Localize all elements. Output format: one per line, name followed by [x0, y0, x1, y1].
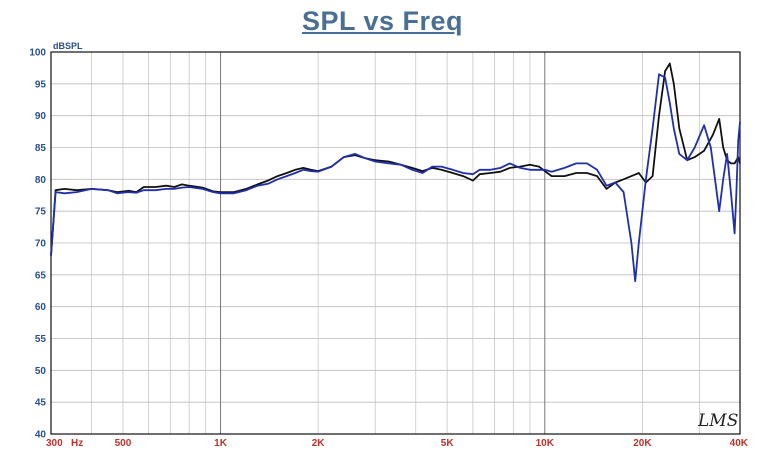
x-tick-label: 500	[115, 438, 132, 449]
x-tick-label: 300	[46, 438, 63, 449]
x-tick-labels: 300 500 1K 2K 5K 10K 20K 40K	[46, 438, 749, 449]
chart-title: SPL vs Freq	[301, 6, 464, 36]
y-tick-labels: 100 95 90 85 80 75 70 65 60 55 50 45 40	[29, 48, 46, 441]
x-axis-unit-label: Hz	[71, 438, 83, 449]
y-tick-label: 40	[35, 430, 47, 441]
y-tick-label: 90	[35, 111, 47, 122]
y-tick-label: 100	[29, 48, 46, 59]
minor-gridlines	[51, 52, 740, 434]
major-gridlines	[220, 52, 546, 434]
lms-watermark: LMS	[697, 411, 738, 431]
y-tick-label: 85	[35, 143, 47, 154]
series-line-2	[50, 73, 741, 283]
y-tick-label: 70	[35, 239, 47, 250]
y-tick-label: 95	[35, 79, 47, 90]
series-line-1	[50, 62, 741, 256]
x-tick-label: 1K	[214, 438, 228, 449]
y-tick-label: 50	[35, 366, 47, 377]
y-tick-label: 80	[35, 175, 47, 186]
y-tick-label: 65	[35, 270, 47, 281]
y-axis-unit-label: dBSPL	[53, 41, 83, 51]
y-tick-label: 60	[35, 302, 47, 313]
x-tick-label: 5K	[441, 438, 455, 449]
y-tick-label: 55	[35, 334, 47, 345]
y-tick-label: 45	[35, 398, 47, 409]
y-tick-label: 75	[35, 207, 47, 218]
series-lines	[50, 62, 741, 283]
x-tick-label: 40K	[730, 438, 749, 449]
x-tick-label: 2K	[312, 438, 326, 449]
x-tick-label: 20K	[633, 438, 652, 449]
x-tick-label: 10K	[536, 438, 555, 449]
